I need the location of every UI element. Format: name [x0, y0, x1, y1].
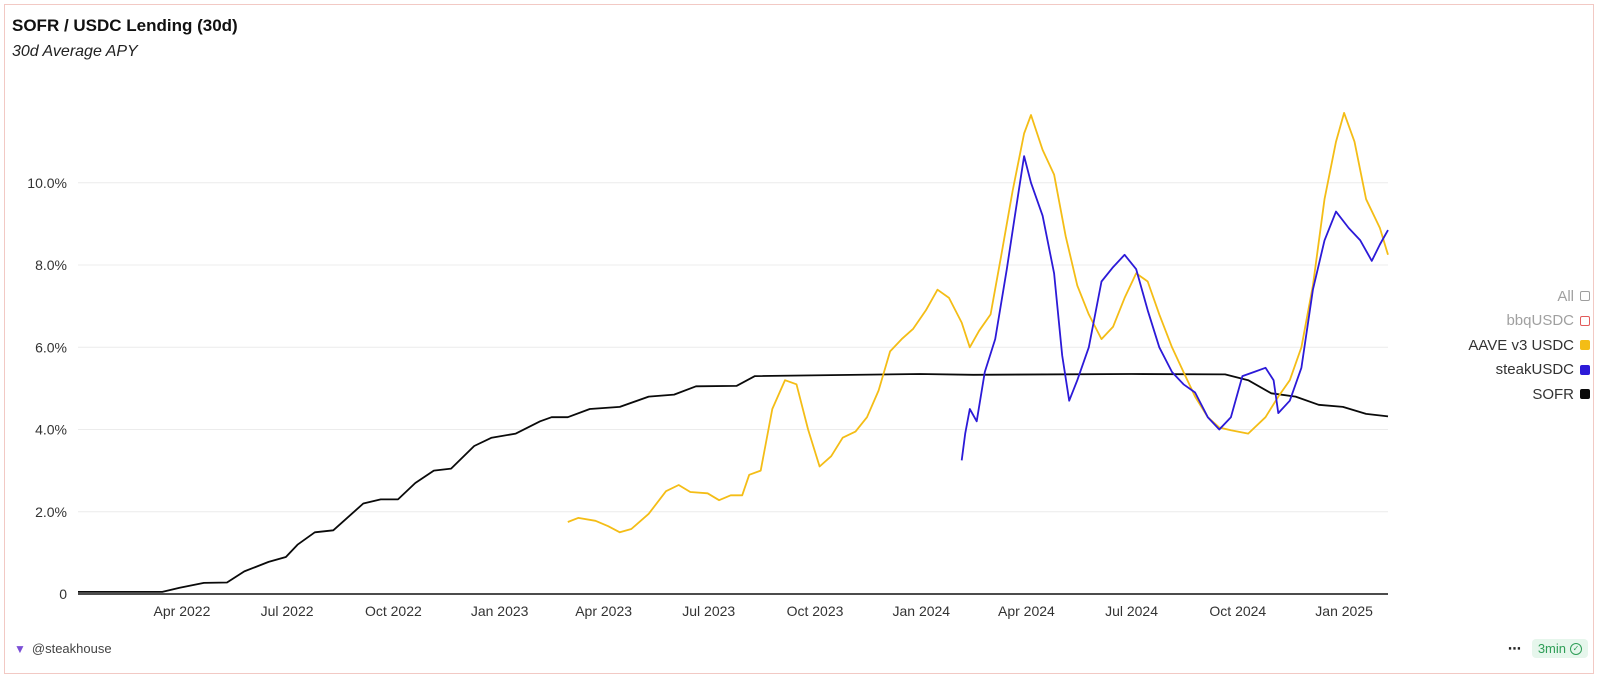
author-handle: @steakhouse	[31, 641, 112, 656]
y-tick-label: 0	[59, 586, 67, 602]
y-tick-label: 6.0%	[35, 339, 67, 355]
x-tick-label: Apr 2024	[998, 603, 1055, 619]
legend-swatch-all-icon	[1580, 291, 1590, 302]
x-tick-label: Oct 2022	[365, 603, 422, 619]
legend-item-aave-v3-usdc[interactable]: AAVE v3 USDC	[1468, 333, 1590, 358]
series-line-aave-v3-usdc	[567, 112, 1389, 534]
steakhouse-logo-icon: ▼	[14, 641, 26, 656]
y-tick-label: 8.0%	[35, 257, 67, 273]
y-tick-label: 2.0%	[35, 504, 67, 520]
legend-label: steakUSDC	[1495, 361, 1574, 379]
legend-label: AAVE v3 USDC	[1468, 336, 1574, 354]
legend-swatch-aave-icon	[1580, 340, 1590, 351]
grid-lines	[78, 182, 1388, 513]
legend-swatch-steakusdc-icon	[1580, 364, 1590, 375]
y-tick-label: 10.0%	[27, 175, 67, 191]
x-tick-label: Jul 2023	[682, 603, 735, 619]
chart-footer-actions: ⋯ 3min ✓	[1508, 639, 1588, 658]
author-link[interactable]: ▼ @steakhouse	[14, 641, 112, 656]
legend-item-bbqusdc[interactable]: bbqUSDC	[1468, 309, 1590, 334]
x-tick-label: Apr 2023	[575, 603, 632, 619]
legend-swatch-sofr-icon	[1580, 389, 1590, 400]
series-line-steakusdc	[960, 155, 1389, 461]
legend-item-steakusdc[interactable]: steakUSDC	[1468, 358, 1590, 383]
series-lines	[78, 112, 1389, 593]
check-circle-icon: ✓	[1570, 642, 1582, 655]
y-axis-ticks: 0 2.0% 4.0% 6.0% 8.0% 10.0%	[27, 175, 67, 602]
legend-label: SOFR	[1532, 385, 1574, 403]
refresh-time: 3min	[1537, 641, 1566, 656]
y-tick-label: 4.0%	[35, 422, 67, 438]
x-tick-label: Jul 2024	[1105, 603, 1158, 619]
x-tick-label: Jan 2025	[1315, 603, 1373, 619]
x-tick-label: Jan 2024	[892, 603, 950, 619]
more-dots-icon[interactable]: ⋯	[1507, 640, 1522, 656]
x-tick-label: Jul 2022	[261, 603, 314, 619]
x-tick-label: Oct 2024	[1209, 603, 1266, 619]
x-axis-ticks: Apr 2022 Jul 2022 Oct 2022 Jan 2023 Apr 2023…	[154, 603, 1374, 619]
legend: All bbqUSDC AAVE v3 USDC steakUSDC SOFR	[1468, 284, 1590, 407]
chart-title: SOFR / USDC Lending (30d)	[12, 16, 238, 35]
legend-swatch-bbqusdc-icon	[1580, 315, 1590, 326]
legend-label: bbqUSDC	[1506, 312, 1574, 330]
legend-item-sofr[interactable]: SOFR	[1468, 382, 1590, 407]
chart-subtitle: 30d Average APY	[12, 43, 138, 60]
x-tick-label: Oct 2023	[787, 603, 844, 619]
series-line-sofr	[78, 373, 1389, 593]
x-tick-label: Apr 2022	[154, 603, 211, 619]
refresh-badge[interactable]: 3min ✓	[1531, 639, 1588, 658]
legend-item-all[interactable]: All	[1468, 284, 1590, 309]
legend-label: All	[1557, 287, 1574, 305]
x-tick-label: Jan 2023	[471, 603, 529, 619]
